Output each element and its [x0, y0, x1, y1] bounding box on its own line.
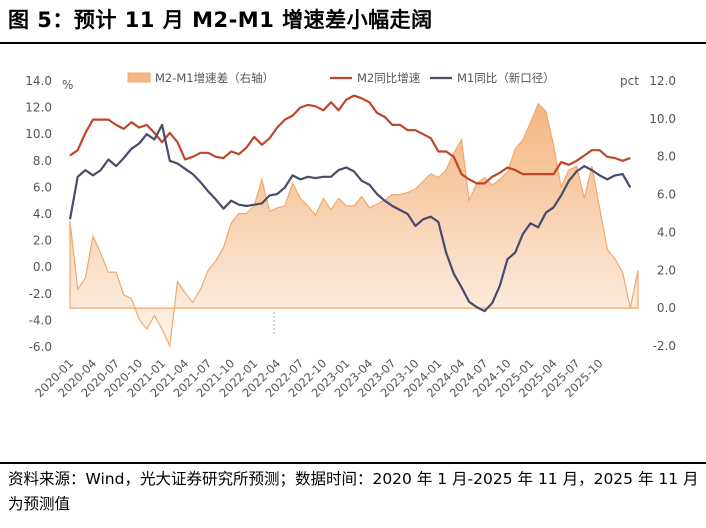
plot-area [68, 94, 639, 349]
left-tick-label: 14.0 [25, 74, 52, 88]
left-tick-label: 10.0 [25, 127, 52, 141]
right-tick-label: 4.0 [657, 225, 676, 239]
left-axis: 14.0 12.0 10.0 8.0 6.0 4.0 2.0 0.0 -2.0 -4.0 -6.0 [25, 74, 52, 354]
left-tick-label: 8.0 [33, 154, 52, 168]
right-axis: 12.0 10.0 8.0 6.0 4.0 2.0 0.0 -2.0 [649, 74, 676, 353]
footer-rule [0, 462, 706, 464]
legend-label: M1同比（新口径） [457, 71, 555, 85]
m2-line [69, 94, 631, 185]
source-note: 资料来源：Wind，光大证券研究所预测；数据时间：2020 年 1 月-2025… [8, 470, 699, 513]
m1-line [68, 123, 632, 313]
left-tick-label: 2.0 [33, 234, 52, 248]
left-tick-label: 6.0 [33, 180, 52, 194]
left-tick-label: -4.0 [29, 313, 52, 327]
right-tick-label: 2.0 [657, 263, 676, 277]
right-tick-label: 0.0 [657, 301, 676, 315]
right-axis-unit: pct [620, 74, 639, 88]
legend-swatch-spread [127, 72, 151, 83]
title-rule [0, 42, 706, 44]
spread-area [69, 102, 639, 349]
legend-label: M2同比增速 [357, 71, 421, 85]
right-tick-label: 12.0 [649, 74, 676, 88]
figure-title: 图 5：预计 11 月 M2-M1 增速差小幅走阔 [8, 8, 433, 32]
legend-label: M2-M1增速差（右轴） [155, 71, 274, 85]
chart: M2-M1增速差（右轴） M2同比增速 M1同比（新口径） 14.0 12.0 10.0… [25, 71, 676, 400]
right-tick-label: 10.0 [649, 112, 676, 126]
right-tick-label: 6.0 [657, 188, 676, 202]
left-tick-label: 12.0 [25, 101, 52, 115]
right-tick-label: 8.0 [657, 150, 676, 164]
left-tick-label: -6.0 [29, 340, 52, 354]
left-tick-label: -2.0 [29, 287, 52, 301]
right-tick-label: -2.0 [653, 339, 676, 353]
x-axis: 2020-012020-042020-072020-102021-012021-… [32, 356, 606, 400]
chart-legend: M2-M1增速差（右轴） M2同比增速 M1同比（新口径） [127, 71, 555, 85]
left-tick-label: 0.0 [33, 260, 52, 274]
left-tick-label: 4.0 [33, 207, 52, 221]
left-axis-unit: % [62, 78, 73, 92]
